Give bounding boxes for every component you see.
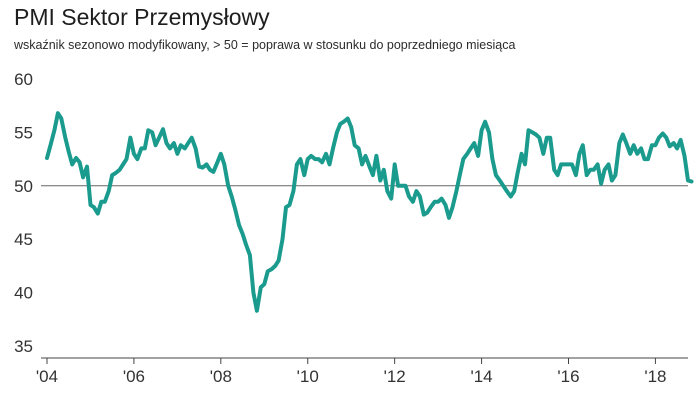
- x-tick-label: '18: [644, 367, 666, 386]
- y-axis: 35 40 45 50 55 60: [14, 70, 33, 356]
- x-tick-label: '10: [297, 367, 319, 386]
- x-tick-label: '04: [36, 367, 58, 386]
- pmi-series-line: [45, 111, 694, 313]
- y-tick-label: 35: [14, 337, 33, 356]
- x-tick-label: '16: [557, 367, 579, 386]
- x-tick-label: '06: [123, 367, 145, 386]
- y-tick-label: 50: [14, 177, 33, 196]
- y-tick-label: 45: [14, 230, 33, 249]
- x-tick-label: '12: [384, 367, 406, 386]
- y-tick-label: 40: [14, 284, 33, 303]
- x-tick-label: '08: [210, 367, 232, 386]
- x-axis: '04 '06 '08 '10 '12 '14 '16 '18: [36, 357, 688, 386]
- y-tick-label: 60: [14, 70, 33, 89]
- chart-title: PMI Sektor Przemysłowy: [14, 4, 270, 30]
- chart-subtitle: wskaźnik sezonowo modyfikowany, > 50 = p…: [14, 38, 516, 52]
- y-tick-label: 55: [14, 123, 33, 142]
- x-tick-label: '14: [470, 367, 492, 386]
